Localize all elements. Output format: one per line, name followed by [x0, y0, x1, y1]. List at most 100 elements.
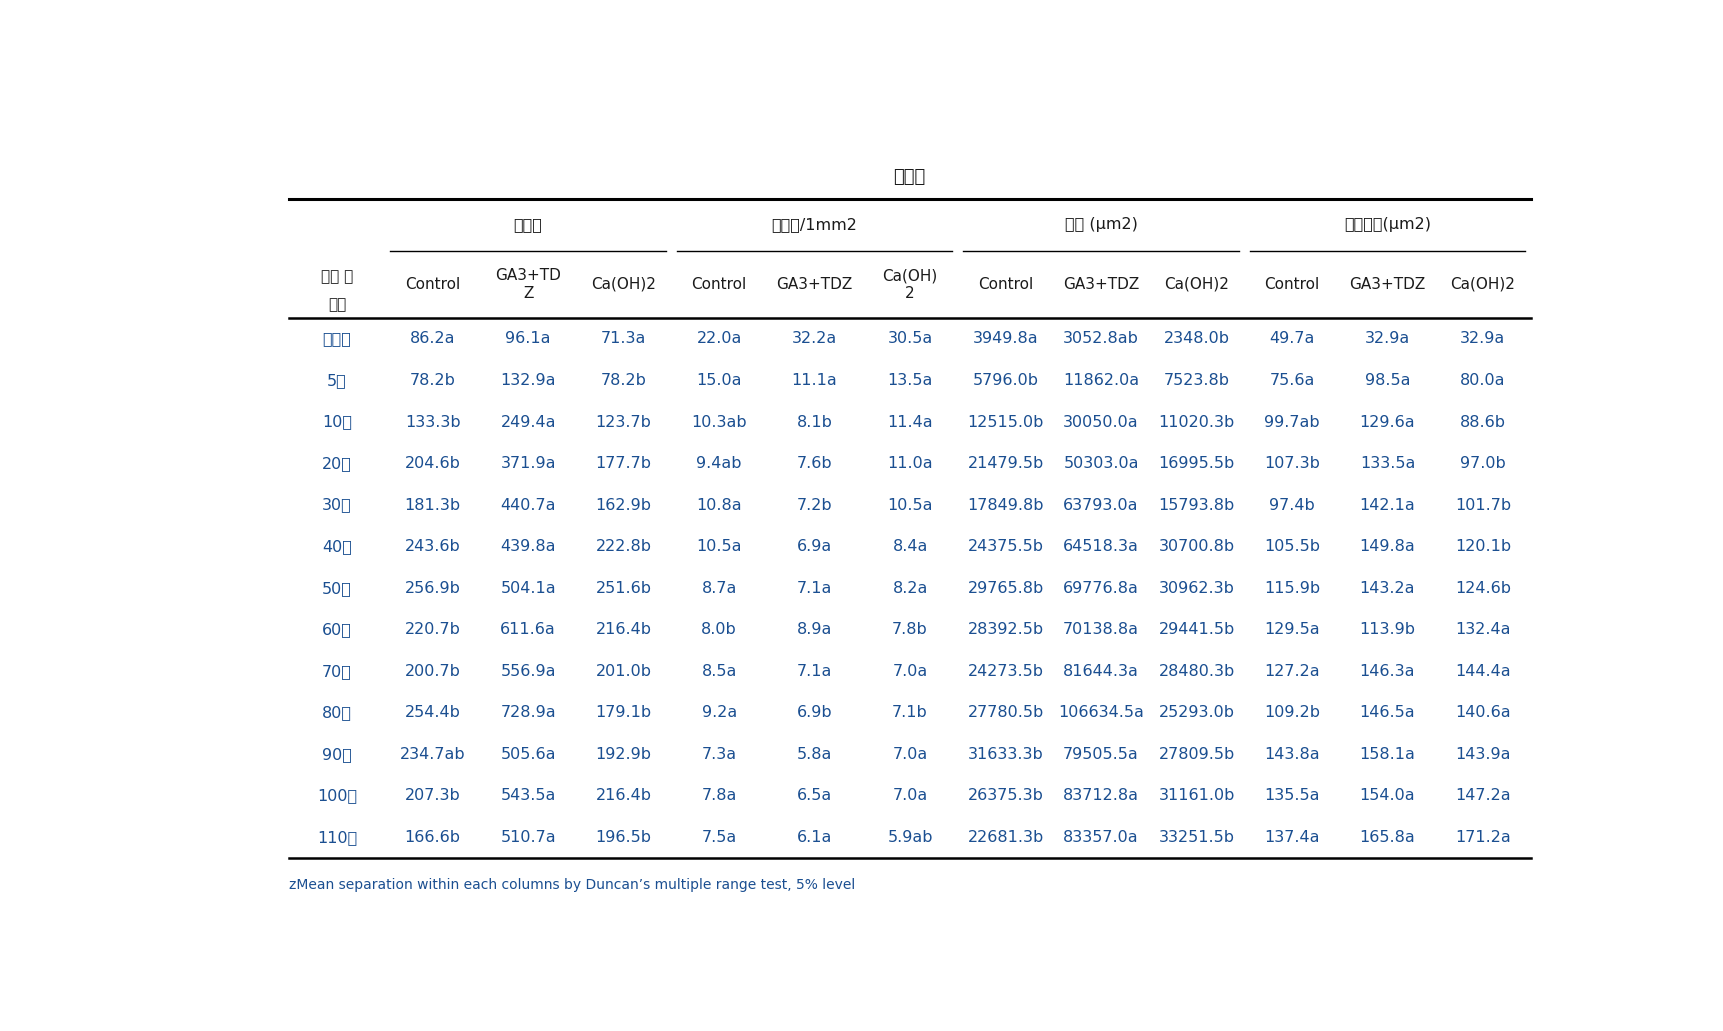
Text: 7.3a: 7.3a: [701, 746, 737, 762]
Text: 40일: 40일: [322, 539, 351, 554]
Text: 200.7b: 200.7b: [405, 664, 460, 678]
Text: 2348.0b: 2348.0b: [1163, 332, 1230, 346]
Text: 11.4a: 11.4a: [887, 414, 932, 430]
Text: 543.5a: 543.5a: [500, 789, 557, 803]
Text: 98.5a: 98.5a: [1365, 373, 1409, 388]
Text: 106634.5a: 106634.5a: [1058, 705, 1144, 721]
Text: 8.1b: 8.1b: [796, 414, 832, 430]
Text: 113.9b: 113.9b: [1359, 622, 1416, 637]
Text: 7.6b: 7.6b: [796, 456, 832, 471]
Text: 88.6b: 88.6b: [1459, 414, 1506, 430]
Text: 165.8a: 165.8a: [1359, 830, 1415, 844]
Text: 7523.8b: 7523.8b: [1163, 373, 1230, 388]
Text: 171.2a: 171.2a: [1454, 830, 1511, 844]
Text: 28392.5b: 28392.5b: [968, 622, 1044, 637]
Text: 6.5a: 6.5a: [798, 789, 832, 803]
Text: 123.7b: 123.7b: [596, 414, 651, 430]
Text: 149.8a: 149.8a: [1359, 539, 1415, 554]
Text: 133.5a: 133.5a: [1359, 456, 1415, 471]
Text: 204.6b: 204.6b: [405, 456, 460, 471]
Text: 78.2b: 78.2b: [601, 373, 646, 388]
Text: 세포수/1mm2: 세포수/1mm2: [772, 218, 858, 232]
Text: 144.4a: 144.4a: [1456, 664, 1511, 678]
Text: 63793.0a: 63793.0a: [1063, 498, 1139, 512]
Text: 154.0a: 154.0a: [1359, 789, 1415, 803]
Text: 505.6a: 505.6a: [500, 746, 557, 762]
Text: 79505.5a: 79505.5a: [1063, 746, 1139, 762]
Text: 504.1a: 504.1a: [500, 580, 557, 596]
Text: 556.9a: 556.9a: [500, 664, 557, 678]
Text: 439.8a: 439.8a: [500, 539, 557, 554]
Text: 166.6b: 166.6b: [405, 830, 460, 844]
Text: 124.6b: 124.6b: [1454, 580, 1511, 596]
Text: 8.7a: 8.7a: [701, 580, 737, 596]
Text: 7.1a: 7.1a: [798, 580, 832, 596]
Text: 27809.5b: 27809.5b: [1158, 746, 1235, 762]
Text: 7.0a: 7.0a: [893, 789, 927, 803]
Text: 80.0a: 80.0a: [1459, 373, 1506, 388]
Text: 64518.3a: 64518.3a: [1063, 539, 1139, 554]
Text: 75.6a: 75.6a: [1270, 373, 1315, 388]
Text: 8.4a: 8.4a: [893, 539, 927, 554]
Text: 115.9b: 115.9b: [1265, 580, 1320, 596]
Text: 30962.3b: 30962.3b: [1158, 580, 1234, 596]
Text: 216.4b: 216.4b: [596, 789, 651, 803]
Text: 78.2b: 78.2b: [410, 373, 455, 388]
Text: 3949.8a: 3949.8a: [973, 332, 1039, 346]
Text: Control: Control: [405, 277, 460, 292]
Text: 32.2a: 32.2a: [793, 332, 837, 346]
Text: 440.7a: 440.7a: [500, 498, 557, 512]
Text: 101.7b: 101.7b: [1454, 498, 1511, 512]
Text: 220.7b: 220.7b: [405, 622, 460, 637]
Text: 21479.5b: 21479.5b: [967, 456, 1044, 471]
Text: 216.4b: 216.4b: [596, 622, 651, 637]
Text: Ca(OH)
2: Ca(OH) 2: [882, 268, 937, 301]
Text: 물관부: 물관부: [894, 168, 925, 187]
Text: 140.6a: 140.6a: [1456, 705, 1511, 721]
Text: 13.5a: 13.5a: [887, 373, 932, 388]
Text: 234.7ab: 234.7ab: [400, 746, 465, 762]
Text: 12515.0b: 12515.0b: [967, 414, 1044, 430]
Text: 15793.8b: 15793.8b: [1158, 498, 1235, 512]
Text: 132.9a: 132.9a: [500, 373, 557, 388]
Text: 27780.5b: 27780.5b: [967, 705, 1044, 721]
Text: 181.3b: 181.3b: [405, 498, 460, 512]
Text: 71.3a: 71.3a: [601, 332, 646, 346]
Text: Control: Control: [979, 277, 1034, 292]
Text: 11862.0a: 11862.0a: [1063, 373, 1139, 388]
Text: 7.1b: 7.1b: [893, 705, 929, 721]
Text: 11.0a: 11.0a: [887, 456, 932, 471]
Text: 세포크기(μm2): 세포크기(μm2): [1344, 218, 1432, 232]
Text: 371.9a: 371.9a: [500, 456, 557, 471]
Text: 10일: 10일: [322, 414, 351, 430]
Text: Control: Control: [1265, 277, 1320, 292]
Text: 31633.3b: 31633.3b: [968, 746, 1044, 762]
Text: 99.7ab: 99.7ab: [1265, 414, 1320, 430]
Text: Ca(OH)2: Ca(OH)2: [591, 277, 656, 292]
Text: 7.2b: 7.2b: [796, 498, 832, 512]
Text: 81644.3a: 81644.3a: [1063, 664, 1139, 678]
Text: 17849.8b: 17849.8b: [967, 498, 1044, 512]
Text: 28480.3b: 28480.3b: [1158, 664, 1235, 678]
Text: 120.1b: 120.1b: [1454, 539, 1511, 554]
Text: 127.2a: 127.2a: [1265, 664, 1320, 678]
Text: 7.8a: 7.8a: [701, 789, 737, 803]
Text: 8.9a: 8.9a: [798, 622, 832, 637]
Text: 32.9a: 32.9a: [1461, 332, 1506, 346]
Text: Ca(OH)2: Ca(OH)2: [1451, 277, 1515, 292]
Text: 49.7a: 49.7a: [1270, 332, 1315, 346]
Text: 196.5b: 196.5b: [596, 830, 651, 844]
Text: 251.6b: 251.6b: [596, 580, 651, 596]
Text: 105.5b: 105.5b: [1265, 539, 1320, 554]
Text: 7.8b: 7.8b: [893, 622, 929, 637]
Text: 5일: 5일: [327, 373, 346, 388]
Text: 100일: 100일: [317, 789, 357, 803]
Text: 50일: 50일: [322, 580, 351, 596]
Text: 6.9a: 6.9a: [798, 539, 832, 554]
Text: 107.3b: 107.3b: [1265, 456, 1320, 471]
Text: 26375.3b: 26375.3b: [968, 789, 1044, 803]
Text: GA3+TDZ: GA3+TDZ: [1349, 277, 1425, 292]
Text: 6.9b: 6.9b: [796, 705, 832, 721]
Text: 135.5a: 135.5a: [1265, 789, 1320, 803]
Text: 611.6a: 611.6a: [500, 622, 557, 637]
